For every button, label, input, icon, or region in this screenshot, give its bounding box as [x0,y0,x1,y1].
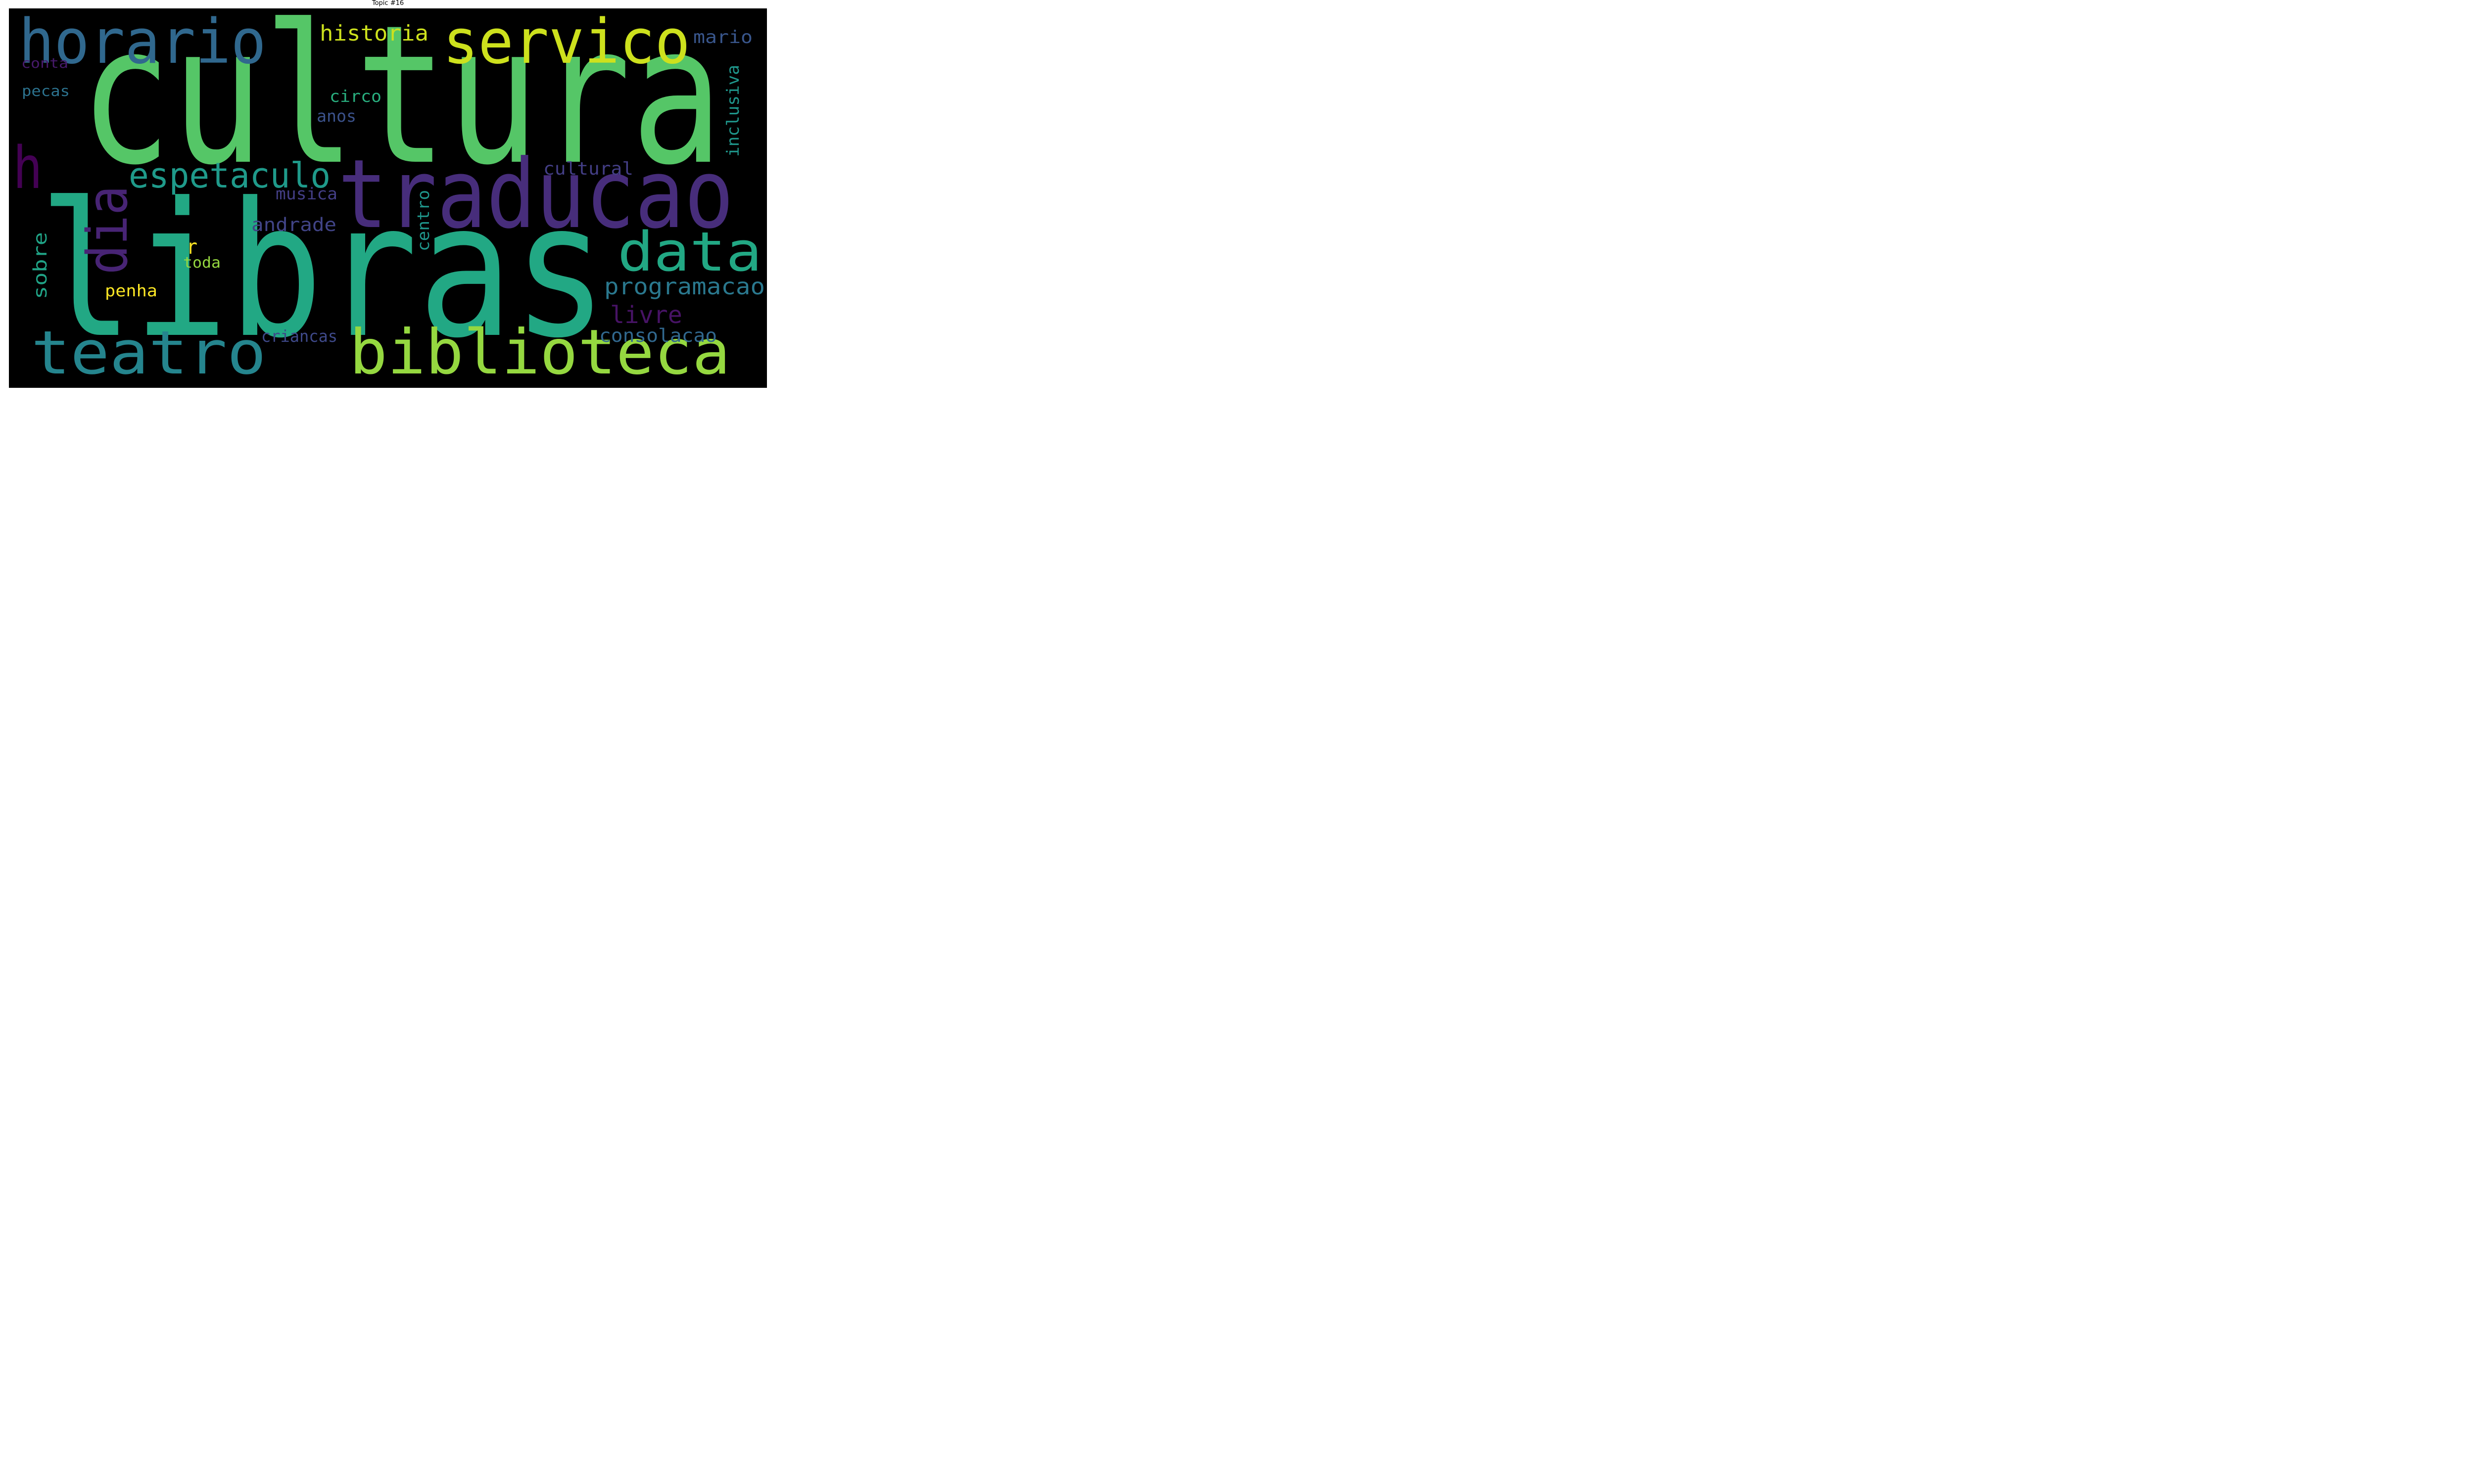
word-circo: circo [330,87,381,106]
word-sobre: sobre [30,232,51,299]
word-r: r [187,235,197,259]
word-mario: mario [693,27,753,47]
word-servico: servico [443,8,690,78]
figure: Topic #16 cultura libras traducao horari… [0,0,776,388]
word-cultura: cultura [80,8,723,207]
word-traducao: traducao [338,139,734,250]
word-historia: historia [320,21,428,46]
word-criancas: criancas [261,326,337,346]
word-conta: conta [21,55,68,71]
word-anos: anos [317,106,356,126]
word-musica: musica [276,184,337,203]
word-programacao: programacao [604,273,765,300]
word-andrade: andrade [251,214,336,235]
wordcloud-background [9,8,767,388]
word-data: data [618,220,762,283]
word-horario: horario [19,8,266,78]
word-teatro: teatro [31,318,266,388]
word-cultural: cultural [543,159,633,179]
wordcloud-svg: cultura libras traducao horario servico … [9,8,767,388]
word-h: h [13,134,43,202]
word-toda: toda [183,254,221,272]
word-centro: centro [414,190,433,251]
wordcloud-canvas: cultura libras traducao horario servico … [9,8,767,388]
word-consolacao: consolacao [599,325,717,346]
word-espetaculo: espetaculo [129,155,331,196]
word-pecas: pecas [22,83,70,99]
word-inclusiva: inclusiva [723,65,743,157]
word-livre: livre [610,301,682,329]
word-penha: penha [105,281,157,300]
word-dia: dia [76,186,140,275]
word-libras: libras [39,163,608,379]
word-biblioteca: biblioteca [349,317,730,388]
figure-title: Topic #16 [372,0,404,7]
